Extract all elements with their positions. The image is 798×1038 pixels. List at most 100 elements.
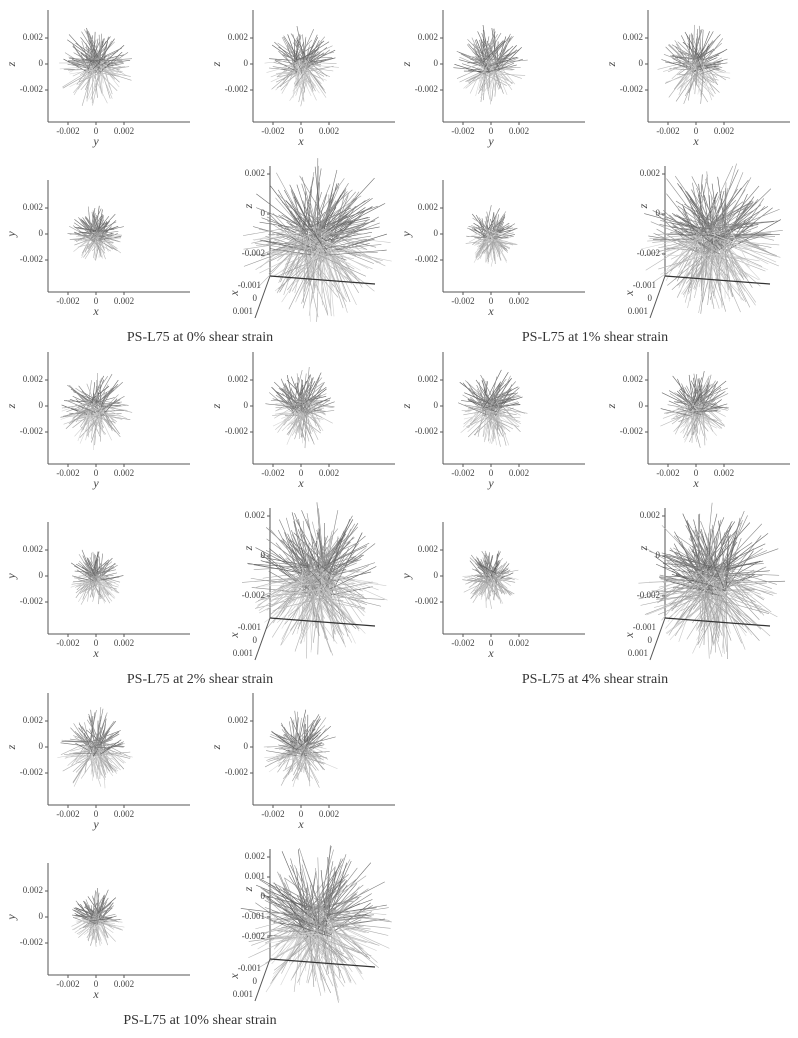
vector-line bbox=[322, 535, 366, 573]
x-label: x bbox=[692, 476, 699, 490]
vector-line bbox=[319, 921, 346, 984]
vector-line bbox=[321, 575, 342, 635]
vector-line bbox=[70, 579, 94, 588]
vector-line bbox=[485, 238, 508, 242]
vector-line bbox=[701, 183, 711, 235]
vector-line bbox=[94, 745, 125, 749]
vector-line bbox=[303, 568, 330, 592]
vector-line bbox=[490, 239, 495, 257]
vector-line bbox=[311, 168, 322, 227]
x-tick-label: 0.002 bbox=[114, 468, 134, 478]
x-label: x bbox=[227, 290, 241, 297]
vector-line bbox=[295, 910, 313, 936]
vector-line bbox=[649, 550, 707, 573]
vector-line bbox=[496, 392, 519, 408]
vector-line bbox=[312, 935, 372, 957]
vector-line bbox=[678, 582, 700, 642]
vector-line bbox=[316, 530, 332, 572]
vector-line bbox=[463, 410, 485, 416]
vector-line bbox=[308, 585, 340, 636]
vector-line bbox=[483, 559, 497, 580]
figure-group: PS-L75 at 1% shear strain 0.002 0 -0.002 -0.… bbox=[399, 10, 790, 345]
vector-line bbox=[725, 594, 728, 659]
vector-line bbox=[316, 537, 340, 569]
vector-line bbox=[648, 235, 697, 245]
vector-line bbox=[492, 413, 495, 442]
vector-line bbox=[286, 221, 323, 248]
vector-line bbox=[99, 389, 115, 401]
vector-line bbox=[98, 213, 116, 232]
vector-line bbox=[495, 561, 508, 579]
vector-line bbox=[281, 851, 307, 909]
vector-line bbox=[719, 253, 756, 306]
vector-line bbox=[256, 241, 312, 246]
vector-line bbox=[86, 917, 99, 939]
z-label: z bbox=[241, 203, 255, 209]
vector-line bbox=[322, 883, 329, 932]
x-tick-label: 0 bbox=[489, 126, 494, 136]
x-axis bbox=[254, 958, 271, 1002]
vector-line bbox=[307, 41, 323, 65]
vector-line bbox=[724, 185, 760, 227]
vector-line bbox=[486, 40, 499, 68]
vector-line bbox=[102, 413, 110, 429]
vector-line bbox=[680, 52, 701, 61]
vector-line bbox=[89, 62, 120, 71]
vector-line bbox=[291, 201, 323, 249]
vector-line bbox=[281, 64, 299, 94]
vector-line bbox=[282, 538, 324, 587]
vector-line bbox=[305, 580, 321, 634]
vector-line bbox=[248, 933, 311, 942]
vector-line bbox=[80, 755, 98, 779]
vector-line bbox=[487, 383, 505, 403]
vector-line bbox=[469, 557, 487, 574]
vector-line bbox=[293, 369, 303, 404]
vector-line bbox=[322, 249, 347, 307]
vector-line bbox=[93, 54, 125, 63]
x-tick-label: -0.002 bbox=[261, 809, 284, 819]
vector-line bbox=[293, 215, 312, 244]
vector-line bbox=[463, 581, 486, 593]
vector-line bbox=[673, 67, 691, 90]
x-tick-label: 0 bbox=[94, 468, 99, 478]
vector-line bbox=[100, 405, 103, 431]
vector-line bbox=[284, 877, 331, 910]
vector-line bbox=[241, 577, 304, 583]
x-tick-label: -0.001 bbox=[633, 622, 656, 632]
x-label: x bbox=[92, 304, 99, 318]
vector-line bbox=[100, 71, 113, 99]
y-label: z bbox=[604, 403, 618, 409]
y-tick-label: -0.002 bbox=[225, 767, 248, 777]
vector-line bbox=[480, 580, 488, 600]
vector-line bbox=[465, 380, 487, 401]
vector-line bbox=[248, 563, 307, 568]
vector-line bbox=[700, 235, 708, 297]
vector-line bbox=[93, 728, 111, 757]
vector-line bbox=[85, 560, 96, 577]
vector-line bbox=[266, 749, 295, 761]
vector-line bbox=[323, 581, 334, 639]
vector-line bbox=[97, 578, 109, 594]
x-tick-label: 0.002 bbox=[509, 638, 529, 648]
vector-line bbox=[468, 69, 491, 74]
vector-line bbox=[265, 937, 302, 993]
x-label: y bbox=[92, 817, 99, 831]
panel: 0.002 0 -0.002 -0.002 0 0.002 x z bbox=[209, 10, 395, 148]
vector-line bbox=[722, 566, 767, 589]
vector-line bbox=[693, 24, 695, 59]
x-tick-label: 0.002 bbox=[114, 638, 134, 648]
vector-line bbox=[684, 31, 702, 61]
vector-line bbox=[268, 236, 309, 274]
vector-line bbox=[331, 922, 378, 963]
vector-line bbox=[700, 538, 714, 598]
vector-line bbox=[297, 911, 327, 960]
vector-line bbox=[299, 63, 316, 92]
vector-line bbox=[666, 178, 703, 227]
vector-line bbox=[327, 576, 343, 620]
vector-line bbox=[77, 411, 89, 442]
vector-line bbox=[294, 39, 313, 59]
vector-line bbox=[671, 213, 711, 236]
z-tick-label: 0 bbox=[261, 550, 266, 560]
vector-line bbox=[290, 591, 317, 631]
